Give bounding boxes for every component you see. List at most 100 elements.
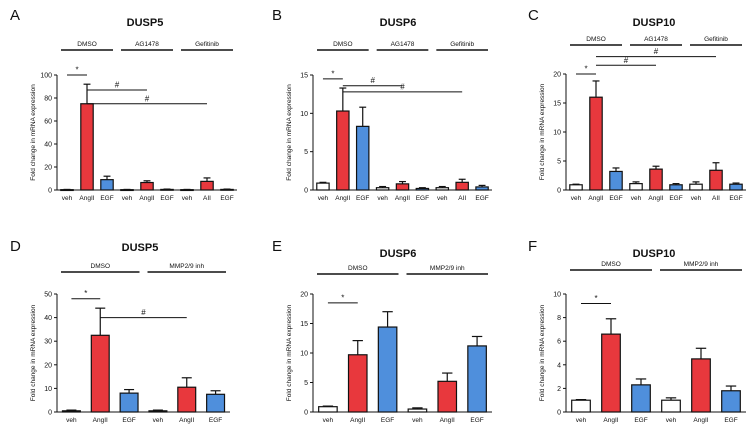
x-category-label: veh (122, 195, 133, 202)
bar (140, 181, 154, 191)
x-category-label: veh (412, 417, 423, 424)
bar (589, 96, 603, 191)
x-category-label: EGF (209, 417, 222, 424)
bar (160, 188, 174, 191)
y-tick-label: 10 (44, 386, 52, 393)
x-category-label: EGF (356, 195, 369, 202)
x-category-label: veh (323, 417, 334, 424)
y-tick-label: 20 (300, 292, 308, 299)
bar (669, 184, 683, 191)
panel-letter: B (272, 7, 282, 24)
x-category-label: veh (182, 195, 193, 202)
bar (601, 333, 621, 413)
bar (318, 406, 338, 413)
bar (435, 187, 450, 191)
significance-marker: # (141, 308, 146, 317)
bar (649, 168, 663, 191)
y-tick-label: 40 (44, 142, 52, 149)
panel-letter: E (272, 238, 282, 255)
bar (661, 399, 681, 413)
x-category-label: AngII (395, 195, 410, 202)
significance-marker: * (331, 69, 334, 78)
bar (415, 187, 430, 191)
chart-title: DUSP10 (633, 17, 676, 29)
y-tick-label: 15 (553, 101, 561, 108)
y-axis-label: Fold change in mRNA expression (286, 84, 293, 181)
y-tick-label: 0 (48, 188, 52, 195)
group-label: DMSO (348, 265, 368, 272)
y-tick-label: 8 (557, 315, 561, 322)
panel-f: F DUSP10 0 2 4 6 8 10 Fold change in mRNA expres… (528, 238, 746, 424)
group-label: DMSO (333, 41, 353, 48)
bar (90, 334, 110, 413)
chart-title: DUSP6 (380, 248, 417, 260)
bar (721, 390, 741, 413)
y-axis-label: Fold change in mRNA expression (30, 304, 37, 401)
x-category-label: AngII (440, 417, 455, 424)
chart-title: DUSP5 (127, 17, 164, 29)
panel-letter: A (10, 7, 20, 24)
x-category-label: EGF (416, 195, 429, 202)
y-tick-label: 4 (557, 362, 561, 369)
x-category-label: veh (437, 195, 448, 202)
bar (571, 399, 591, 413)
bar (407, 408, 428, 413)
group-label: DMSO (91, 263, 111, 270)
bar (177, 386, 197, 413)
group-label: Gefitinib (704, 36, 728, 43)
y-tick-label: 20 (44, 362, 52, 369)
group-label: MMP2/9 inh (430, 265, 465, 272)
group-label: AG1478 (135, 41, 159, 48)
y-axis-label: Fold change in mRNA expression (539, 83, 546, 180)
y-tick-label: 10 (553, 292, 561, 299)
panel-letter: F (528, 238, 537, 255)
x-category-label: EGF (122, 417, 135, 424)
chart-title: DUSP10 (633, 248, 676, 260)
bar (437, 380, 458, 413)
significance-marker: # (115, 80, 120, 89)
group-label: MMP2/9 inh (684, 261, 719, 268)
panel-letter: D (10, 238, 21, 255)
y-tick-label: 20 (553, 72, 561, 79)
x-category-label: AngII (179, 417, 194, 424)
x-category-label: AngII (335, 195, 350, 202)
y-tick-label: 10 (300, 111, 308, 118)
chart-title: DUSP6 (380, 17, 417, 29)
y-tick-label: 80 (44, 96, 52, 103)
significance-marker: # (370, 76, 375, 85)
group-label: Gefitinib (195, 41, 219, 48)
group-label: AG1478 (391, 41, 415, 48)
x-category-label: AngII (603, 417, 618, 424)
y-tick-label: 30 (44, 339, 52, 346)
x-category-label: EGF (609, 195, 622, 202)
x-category-label: AII (203, 195, 211, 202)
bar (120, 189, 134, 192)
x-category-label: veh (153, 417, 164, 424)
panel-d: D DUSP5 0 10 20 30 40 50 Fold change in mRNA exp… (10, 238, 230, 424)
bar (148, 410, 168, 413)
y-tick-label: 2 (557, 386, 561, 393)
y-axis-label: Fold change in mRNA expression (286, 304, 293, 401)
significance-marker: * (84, 289, 87, 298)
bar (220, 188, 234, 191)
significance-marker: # (654, 47, 659, 56)
y-tick-label: 5 (557, 159, 561, 166)
bar (691, 358, 711, 413)
x-category-label: veh (377, 195, 388, 202)
group-label: AG1478 (644, 36, 668, 43)
y-tick-label: 5 (304, 380, 308, 387)
x-category-label: veh (66, 417, 77, 424)
y-tick-label: 15 (300, 321, 308, 328)
x-category-label: AngII (139, 195, 154, 202)
y-tick-label: 5 (304, 149, 308, 156)
y-tick-label: 0 (557, 410, 561, 417)
y-tick-label: 10 (300, 351, 308, 358)
x-category-label: EGF (470, 417, 483, 424)
bar (119, 392, 139, 413)
bar (395, 183, 410, 191)
y-tick-label: 0 (304, 410, 308, 417)
y-tick-label: 0 (48, 410, 52, 417)
panel-c: C DUSP10 0 5 10 15 20 Fold change in mRNA expre… (528, 7, 746, 202)
x-category-label: AII (458, 195, 466, 202)
